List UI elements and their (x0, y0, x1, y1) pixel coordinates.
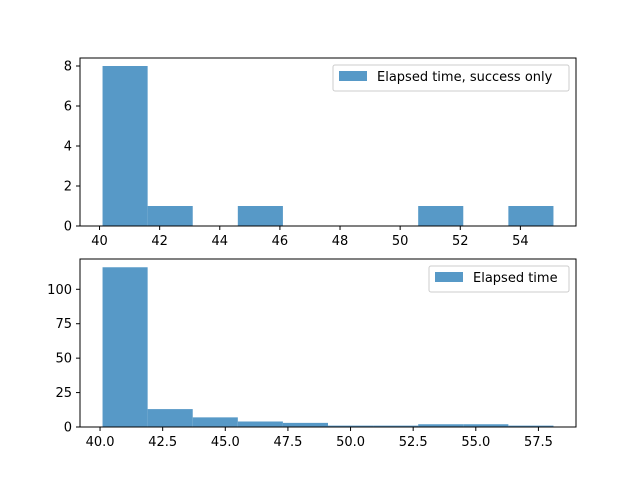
histogram-bar (102, 267, 148, 427)
y-tick-label: 0 (64, 220, 72, 235)
x-tick-label: 54 (512, 234, 529, 249)
x-tick-label: 40.0 (86, 435, 115, 450)
histogram-bar (147, 206, 193, 226)
histogram-bars-bottom (102, 267, 554, 427)
histogram-bar (418, 424, 464, 427)
x-axis-top: 40 42 44 46 48 50 52 54 (91, 226, 529, 249)
legend-frame-top (332, 64, 570, 92)
legend-bottom: Elapsed time (428, 265, 570, 293)
x-tick-label: 46 (272, 234, 289, 249)
x-tick-label: 42 (151, 234, 168, 249)
x-tick-label: 50 (392, 234, 409, 249)
x-tick-label: 40 (91, 234, 108, 249)
x-tick-label: 55.0 (461, 435, 490, 450)
histogram-bar (237, 206, 283, 226)
histogram-bar (102, 66, 148, 226)
x-tick-label: 57.5 (524, 435, 553, 450)
y-tick-label: 6 (64, 100, 72, 115)
x-tick-label: 50.0 (336, 435, 365, 450)
subplot-bottom: 40.0 42.5 45.0 47.5 50.0 52.5 55.0 57.5 0 25 50 75… (47, 258, 577, 450)
legend-label-bottom: Elapsed time (473, 271, 558, 286)
x-tick-label: 52.5 (399, 435, 428, 450)
plot-area-bottom (79, 258, 577, 428)
histogram-bar (147, 409, 193, 427)
histogram-bar (328, 425, 374, 427)
y-tick-label: 100 (47, 283, 72, 298)
x-tick-label: 45.0 (211, 435, 240, 450)
legend-top: Elapsed time, success only (332, 64, 570, 92)
x-tick-label: 52 (452, 234, 469, 249)
histogram-bar (237, 421, 283, 427)
legend-swatch-top (339, 71, 367, 81)
y-axis-bottom: 0 25 50 75 100 (47, 283, 80, 436)
y-tick-label: 50 (55, 352, 72, 367)
y-tick-label: 2 (64, 180, 72, 195)
y-tick-label: 4 (64, 140, 72, 155)
y-axis-top: 0 2 4 6 8 (64, 60, 80, 235)
legend-swatch-bottom (435, 272, 463, 282)
histogram-bar (508, 206, 554, 226)
y-tick-label: 25 (55, 386, 72, 401)
legend-label-top: Elapsed time, success only (377, 70, 553, 85)
y-tick-label: 8 (64, 60, 72, 75)
x-tick-label: 47.5 (273, 435, 302, 450)
histogram-bar (373, 425, 419, 427)
x-axis-bottom: 40.0 42.5 45.0 47.5 50.0 52.5 55.0 57.5 (86, 427, 553, 450)
plot-area-top (79, 57, 577, 227)
y-tick-label: 75 (55, 317, 72, 332)
histogram-bar (192, 417, 238, 427)
y-tick-label: 0 (64, 421, 72, 436)
legend-frame-bottom (428, 265, 570, 293)
histogram-bar (282, 422, 328, 427)
histogram-bars-top (102, 66, 554, 226)
histogram-bar (463, 424, 509, 427)
x-tick-label: 42.5 (148, 435, 177, 450)
histogram-bar (508, 425, 554, 427)
histogram-bar (418, 206, 464, 226)
x-tick-label: 44 (212, 234, 229, 249)
x-tick-label: 48 (332, 234, 349, 249)
